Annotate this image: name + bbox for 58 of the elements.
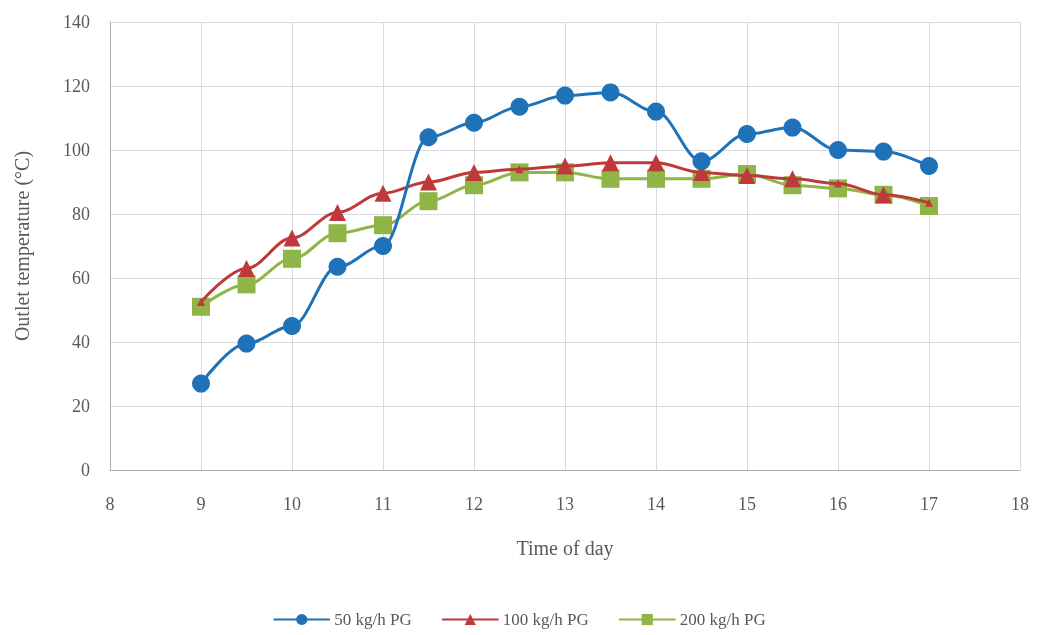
point — [238, 259, 255, 277]
point — [283, 249, 301, 268]
legend-label: 100 kg/h PG — [502, 610, 589, 629]
point — [420, 173, 437, 191]
point — [556, 86, 574, 105]
x-tick-label: 11 — [374, 494, 392, 514]
y-tick-label: 120 — [63, 76, 90, 96]
point — [556, 157, 574, 175]
point — [510, 97, 529, 116]
point — [329, 203, 346, 221]
point — [601, 83, 620, 102]
point — [602, 154, 619, 172]
legend-label: 200 kg/h PG — [679, 610, 766, 629]
point — [783, 118, 802, 137]
point — [601, 169, 620, 188]
y-axis-title: Outlet temperature (°C) — [11, 150, 34, 342]
x-tick-label: 12 — [465, 494, 483, 514]
point — [874, 142, 893, 161]
point — [647, 154, 665, 172]
point — [374, 237, 392, 255]
x-axis-title: Time of day — [516, 537, 614, 560]
point — [328, 224, 347, 243]
x-tick-label: 15 — [738, 494, 756, 514]
y-tick-label: 0 — [81, 460, 90, 480]
point — [374, 216, 392, 235]
y-tick-label: 40 — [72, 332, 90, 352]
x-tick-label: 9 — [196, 494, 206, 514]
y-tick-label: 140 — [63, 12, 90, 32]
x-tick-label: 8 — [105, 494, 115, 514]
point — [647, 102, 665, 121]
point — [419, 192, 438, 211]
point — [374, 184, 392, 202]
y-tick-label: 20 — [72, 396, 90, 416]
y-tick-label: 60 — [72, 268, 90, 288]
point — [647, 169, 665, 188]
point — [738, 125, 756, 143]
point — [829, 141, 847, 159]
point — [192, 374, 210, 393]
point — [920, 157, 938, 175]
point — [692, 152, 711, 171]
point — [465, 113, 483, 132]
x-tick-label: 17 — [920, 494, 938, 514]
point — [419, 128, 438, 147]
y-tick-label: 80 — [72, 204, 90, 224]
point — [465, 163, 483, 181]
point — [237, 334, 256, 353]
point — [237, 275, 256, 294]
x-tick-label: 18 — [1011, 494, 1029, 514]
point — [283, 229, 301, 247]
x-tick-label: 13 — [556, 494, 574, 514]
y-tick-label: 100 — [63, 140, 90, 160]
point — [328, 257, 347, 276]
x-tick-label: 16 — [829, 494, 847, 514]
legend-label: 50 kg/h PG — [334, 610, 412, 629]
point — [283, 317, 301, 335]
x-tick-label: 14 — [647, 494, 665, 514]
point — [784, 170, 801, 188]
x-tick-label: 10 — [283, 494, 301, 514]
